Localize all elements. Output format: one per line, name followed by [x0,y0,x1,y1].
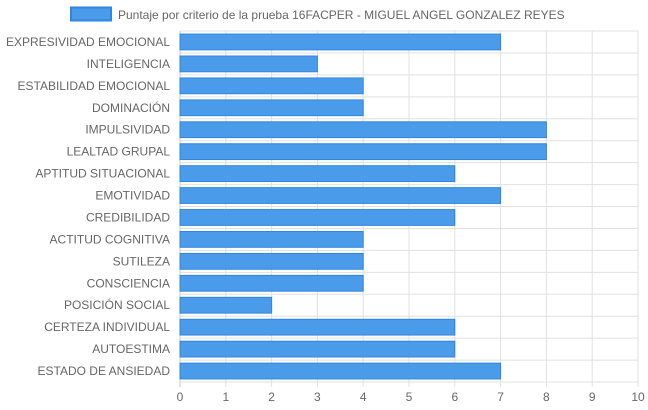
value-tick-label: 9 [589,390,596,404]
category-label: APTITUD SITUACIONAL [35,167,170,181]
value-tick-label: 3 [314,390,321,404]
bar [179,274,364,292]
bar [179,362,502,380]
bar [179,231,364,248]
bar [179,318,456,336]
category-label: ACTITUD COGNITIVA [50,232,170,246]
category-label: ESTABILIDAD EMOCIONAL [18,79,171,93]
bar [179,209,456,226]
value-tick-label: 8 [543,390,550,404]
value-tick-label: 4 [360,390,367,404]
bar [179,187,502,204]
bar [179,33,502,51]
category-label: EXPRESIVIDAD EMOCIONAL [6,35,170,49]
legend-swatch[interactable] [70,6,112,22]
bar [179,296,273,314]
category-label: CONSCIENCIA [87,276,170,290]
bars [179,33,547,380]
category-label: SUTILEZA [113,254,170,268]
bar [179,340,456,358]
legend[interactable]: Puntaje por criterio de la prueba 16FACP… [70,6,565,23]
value-tick-label: 0 [177,390,184,404]
category-axis-labels: EXPRESIVIDAD EMOCIONAL INTELIGENCIA ESTABI… [6,35,170,378]
value-tick-label: 1 [222,390,229,404]
value-tick-label: 5 [406,390,413,404]
value-axis-labels: 0 1 2 3 4 5 6 7 8 9 10 [177,390,645,404]
bar [179,143,547,161]
category-label: POSICIÓN SOCIAL [64,297,170,312]
bar [179,252,364,270]
value-tick-label: 6 [451,390,458,404]
bar [179,55,318,73]
value-tick-label: 7 [497,390,504,404]
value-tick-label: 2 [268,390,275,404]
category-label: EMOTIVIDAD [95,189,170,203]
category-label: DOMINACIÓN [92,100,170,115]
category-label: CERTEZA INDIVIDUAL [44,320,170,334]
category-label: AUTOESTIMA [92,342,170,356]
category-label: INTELIGENCIA [87,57,170,71]
bar [179,165,456,182]
legend-label[interactable]: Puntaje por criterio de la prueba 16FACP… [118,8,565,22]
category-label: CREDIBILIDAD [86,210,170,224]
category-label: ESTADO DE ANSIEDAD [38,364,171,378]
bar [179,121,547,139]
category-label: IMPULSIVIDAD [85,123,170,137]
bar [179,77,364,95]
value-tick-label: 10 [631,390,645,404]
bar [179,99,364,117]
category-label: LEALTAD GRUPAL [67,145,171,159]
